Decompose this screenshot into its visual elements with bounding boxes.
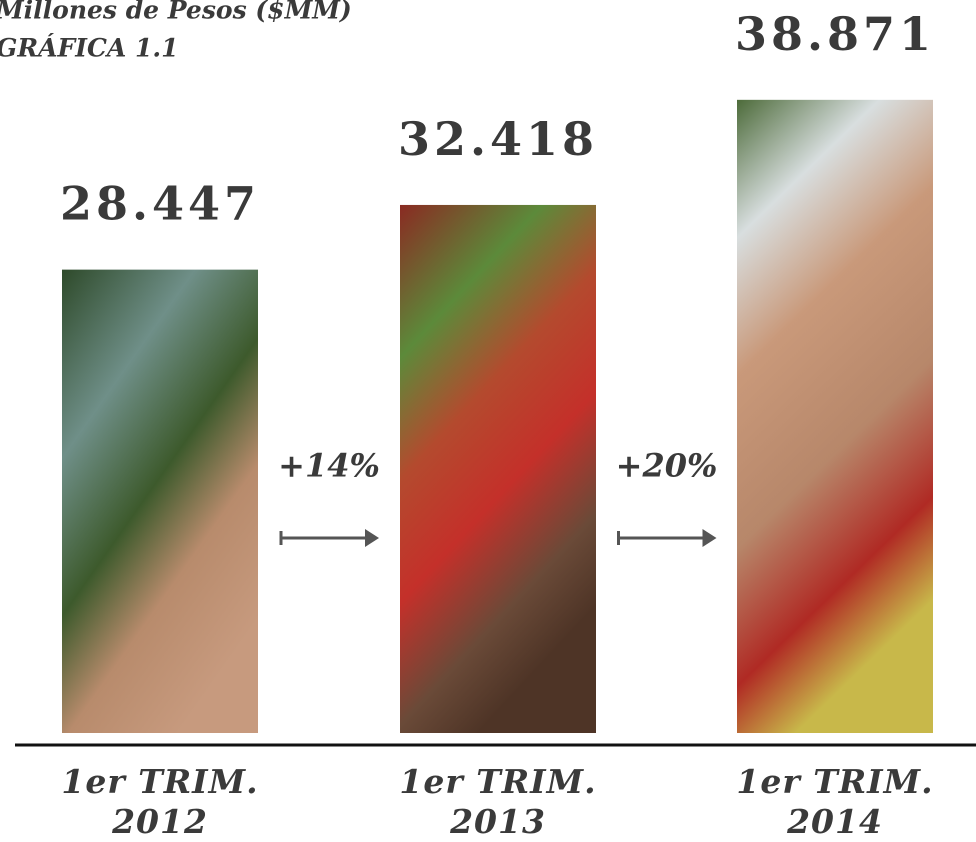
growth-label: +20% xyxy=(616,447,718,485)
value-label: 32.418 xyxy=(398,112,598,166)
value-label: 28.447 xyxy=(60,177,260,231)
bar xyxy=(62,270,258,733)
chart-title: Millones de Pesos ($MM) xyxy=(0,0,352,25)
bar xyxy=(400,205,596,733)
x-tick-label: 1er TRIM. 2013 xyxy=(398,762,598,842)
arrow-head xyxy=(703,529,717,547)
page: Millones de Pesos ($MM) GRÁFICA 1.1 28.4… xyxy=(0,0,976,838)
chart-subtitle: GRÁFICA 1.1 xyxy=(0,34,178,63)
x-tick-label: 1er TRIM. 2012 xyxy=(60,762,260,842)
bar xyxy=(737,100,933,733)
chart: Millones de Pesos ($MM) GRÁFICA 1.1 28.4… xyxy=(0,0,976,838)
value-label: 38.871 xyxy=(735,7,935,61)
arrow-head xyxy=(365,529,379,547)
growth-label: +14% xyxy=(278,447,380,485)
x-tick-label: 1er TRIM. 2014 xyxy=(735,762,935,842)
